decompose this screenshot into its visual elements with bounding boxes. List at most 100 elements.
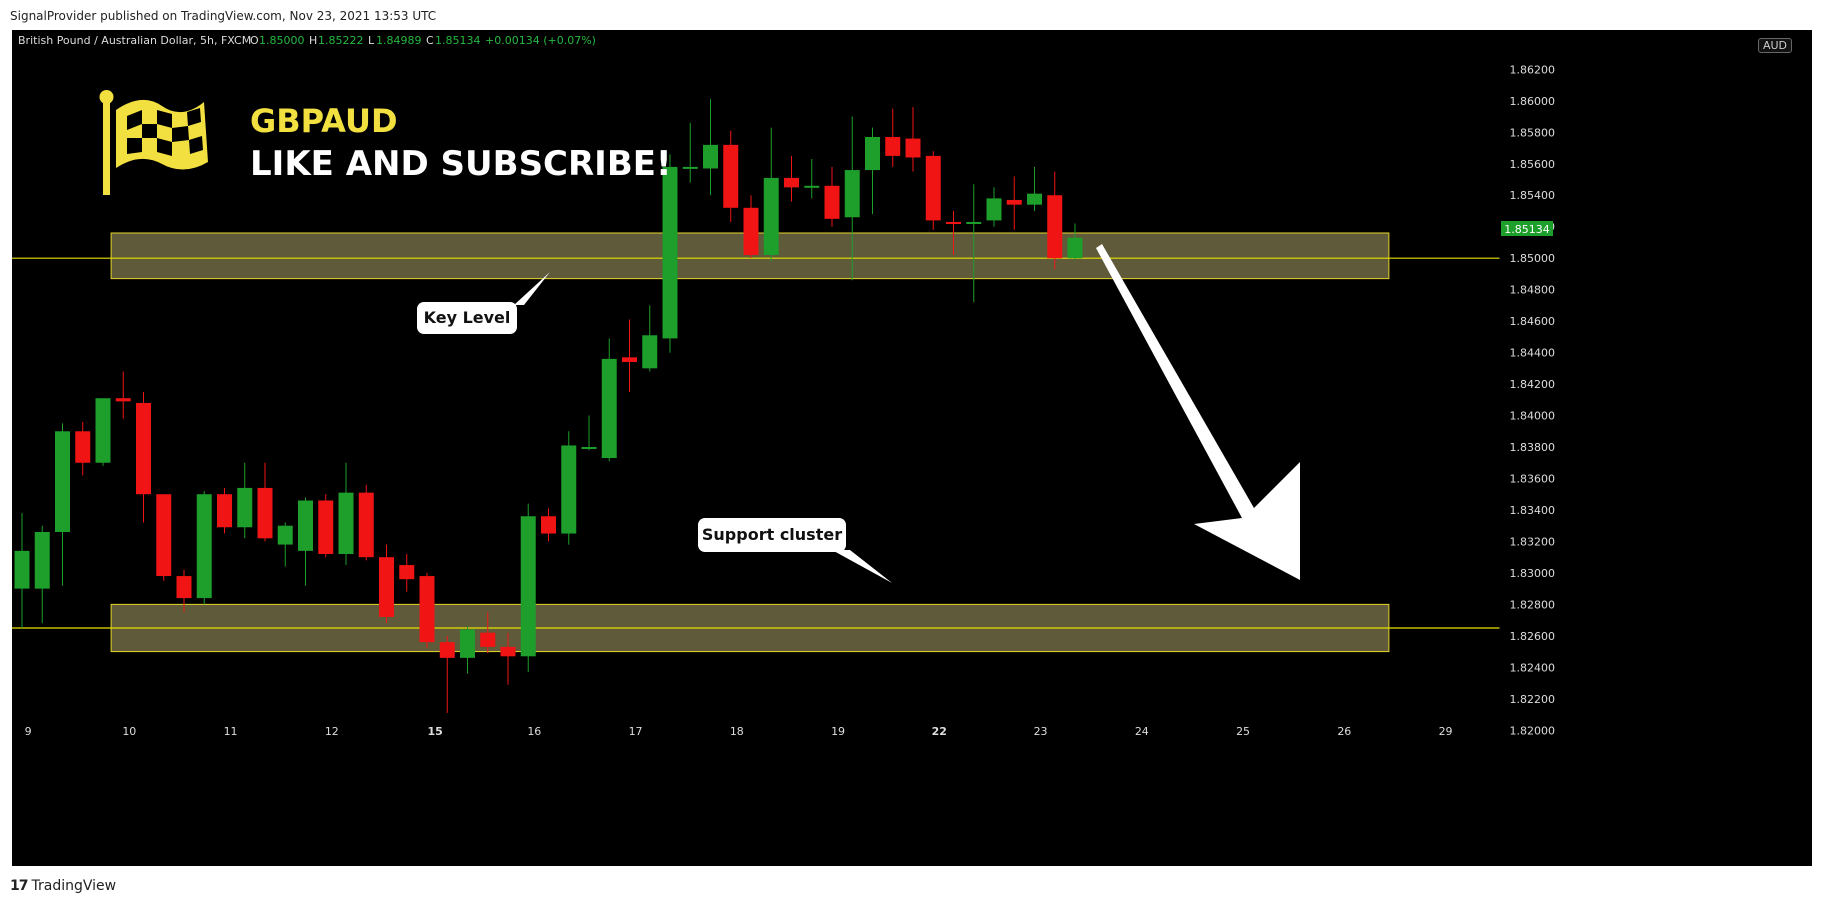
candle xyxy=(784,155,799,202)
candle-body xyxy=(966,221,982,224)
candle-body xyxy=(581,447,597,450)
candle xyxy=(298,497,313,586)
legend-close-value: 1.85134 xyxy=(435,34,481,47)
candle-body xyxy=(865,137,880,171)
candle xyxy=(338,462,354,566)
candle xyxy=(115,371,131,419)
candle-body xyxy=(885,137,901,156)
candle-body xyxy=(541,516,556,534)
candle xyxy=(480,612,496,654)
candle xyxy=(277,522,293,567)
key-level-label: Key Level xyxy=(424,308,511,327)
candle-body xyxy=(1047,195,1063,259)
date-tick-label: 25 xyxy=(1236,725,1250,738)
candle-body xyxy=(723,144,739,208)
candle-body xyxy=(804,185,820,188)
candle-body xyxy=(743,207,759,256)
candle xyxy=(763,127,779,262)
currency-badge[interactable]: AUD xyxy=(1757,38,1792,53)
candle xyxy=(1067,223,1083,260)
candle xyxy=(865,127,880,215)
candle xyxy=(682,122,698,183)
candle xyxy=(156,494,172,581)
date-tick-label: 22 xyxy=(932,725,947,738)
date-tick-label: 15 xyxy=(427,725,442,738)
candle-body xyxy=(95,398,111,463)
date-tick-label: 26 xyxy=(1337,725,1351,738)
candle-body xyxy=(784,177,799,188)
candle xyxy=(34,525,50,624)
candle xyxy=(642,305,658,372)
price-tick-label: 1.86200 xyxy=(1510,63,1556,76)
candle xyxy=(925,151,941,230)
candle-body xyxy=(298,500,313,551)
date-tick-label: 19 xyxy=(831,725,845,738)
candle-body xyxy=(460,629,475,658)
candle xyxy=(318,494,334,558)
candle-body xyxy=(480,632,496,647)
legend-open-label: O xyxy=(250,34,259,47)
candle xyxy=(986,187,1002,227)
candle xyxy=(601,338,617,462)
candle xyxy=(561,431,577,545)
date-tick-label: 23 xyxy=(1034,725,1048,738)
candle-body xyxy=(55,431,70,532)
price-tick-label: 1.82400 xyxy=(1510,661,1556,674)
price-tick-label: 1.82000 xyxy=(1510,724,1556,737)
checkered-flag-icon xyxy=(99,90,208,195)
candle-body xyxy=(520,516,536,657)
candle xyxy=(1027,166,1042,211)
candle-body xyxy=(75,431,91,463)
price-tick-label: 1.85800 xyxy=(1510,126,1556,139)
candle xyxy=(1006,176,1022,230)
candle xyxy=(399,554,415,592)
candle xyxy=(723,130,739,222)
candle xyxy=(439,635,455,713)
overlay-title: GBPAUD xyxy=(250,102,398,140)
price-tick-label: 1.85400 xyxy=(1510,189,1556,202)
candle-body xyxy=(217,494,232,528)
candle xyxy=(905,107,921,172)
candlestick-chart[interactable]: British Pound / Australian Dollar, 5h, F… xyxy=(12,30,1812,866)
date-tick-label: 9 xyxy=(25,725,32,738)
candle-body xyxy=(500,646,516,657)
date-tick-label: 24 xyxy=(1135,725,1149,738)
candle-body xyxy=(662,166,678,339)
candle-body xyxy=(601,358,617,459)
price-tick-label: 1.82200 xyxy=(1510,693,1556,706)
price-tick-label: 1.84000 xyxy=(1510,410,1556,423)
candle xyxy=(379,544,394,624)
support-cluster-label: Support cluster xyxy=(702,525,842,544)
candle xyxy=(662,154,678,353)
key-level-callout[interactable]: Key Level xyxy=(417,272,550,334)
candle xyxy=(581,415,597,451)
overlay-subtitle: LIKE AND SUBSCRIBE! xyxy=(250,144,671,184)
candle-body xyxy=(358,492,374,558)
candle-body xyxy=(379,557,394,617)
footer: 17 TradingView xyxy=(10,878,116,894)
candle xyxy=(136,391,151,523)
candle xyxy=(75,421,91,476)
candle-body xyxy=(136,402,151,495)
projection-arrow[interactable] xyxy=(1096,244,1300,580)
price-tick-label: 1.83200 xyxy=(1510,535,1556,548)
date-tick-label: 12 xyxy=(325,725,339,738)
footer-brand: TradingView xyxy=(31,878,117,894)
legend-low-value: 1.84989 xyxy=(376,34,422,47)
chart-panel[interactable]: British Pound / Australian Dollar, 5h, F… xyxy=(12,30,1812,866)
candle-body xyxy=(824,185,840,219)
date-tick-label: 10 xyxy=(122,725,136,738)
legend-change: +0.00134 (+0.07%) xyxy=(485,34,596,47)
candle xyxy=(622,319,637,392)
support-cluster-callout[interactable]: Support cluster xyxy=(698,518,892,583)
candle xyxy=(946,210,961,256)
legend-high-value: 1.85222 xyxy=(318,34,364,47)
publish-header: SignalProvider published on TradingView.… xyxy=(10,9,437,23)
candle-body xyxy=(34,531,50,589)
candle xyxy=(885,108,901,167)
candle-body xyxy=(986,198,1002,221)
price-tick-label: 1.84400 xyxy=(1510,347,1556,360)
candle xyxy=(217,487,232,534)
price-tick-label: 1.82800 xyxy=(1510,598,1556,611)
price-tick-label: 1.84200 xyxy=(1510,378,1556,391)
